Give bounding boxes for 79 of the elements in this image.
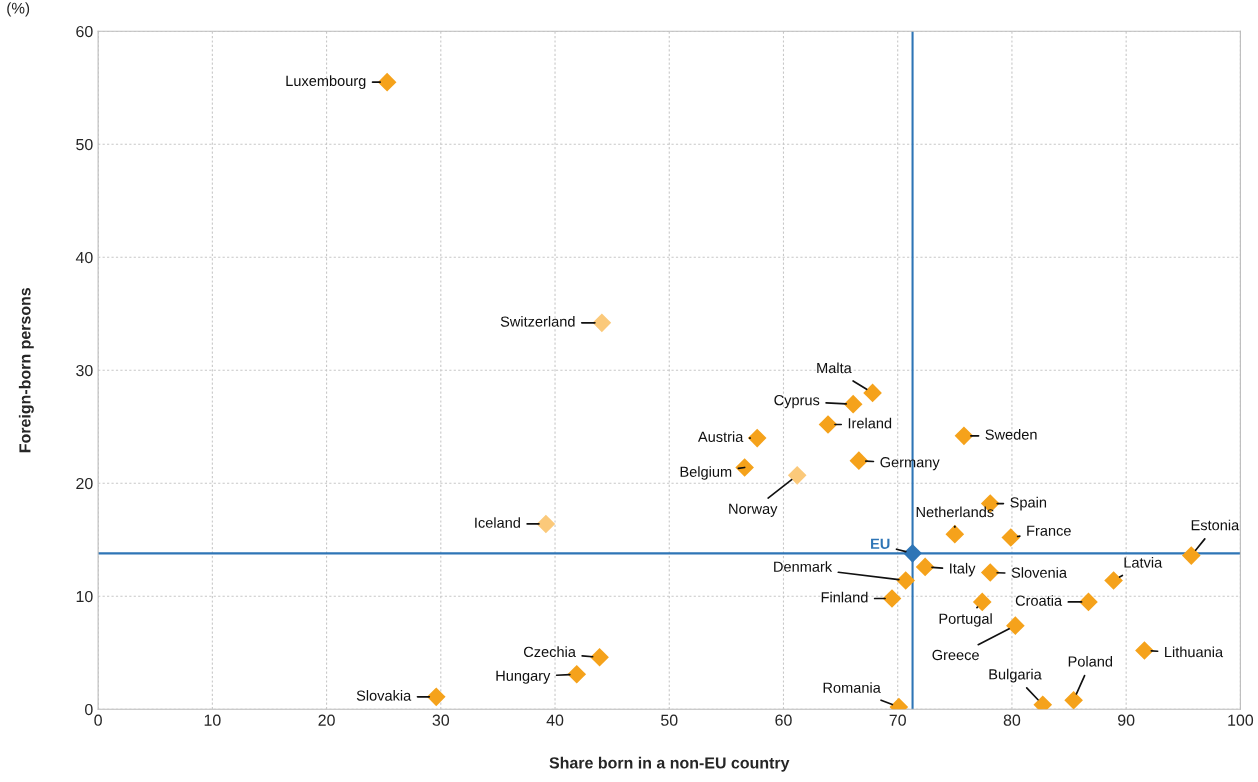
point	[1079, 592, 1098, 612]
annotation: Hungary	[496, 670, 551, 684]
annotation: Malta	[817, 362, 852, 374]
point	[980, 563, 1000, 582]
point	[1001, 528, 1021, 547]
x-tick-label: 20	[318, 714, 335, 726]
annotation: Norway	[729, 503, 778, 517]
point	[426, 687, 446, 707]
x-tick-label: 50	[661, 714, 678, 726]
y-tick-label: 60	[76, 25, 93, 38]
x-tick-label: 100	[1228, 714, 1254, 726]
x-tick-label: 60	[775, 714, 792, 726]
point	[882, 589, 902, 608]
y-tick-label: 10	[76, 590, 93, 603]
point	[592, 313, 612, 333]
point	[972, 592, 992, 612]
point	[863, 383, 882, 403]
annotation: Greece	[932, 649, 979, 661]
annotation: Poland	[1068, 655, 1113, 667]
annotation: Cyprus	[774, 394, 820, 409]
x-tick-label: 30	[432, 714, 450, 726]
point	[915, 557, 935, 577]
annotation: Latvia	[1124, 556, 1163, 568]
x-axis-title: Share born in a non-EU country	[549, 756, 790, 772]
point	[954, 426, 974, 446]
y-tick-label: 40	[75, 251, 93, 264]
annotation: Denmark	[774, 561, 833, 572]
x-tick-label: 70	[889, 714, 906, 726]
annotation: Slovenia	[1011, 567, 1068, 578]
point	[1104, 571, 1123, 590]
annotation: Romania	[823, 682, 881, 693]
annotation: France	[1027, 525, 1071, 536]
x-tick-label: 90	[1118, 714, 1135, 726]
point	[747, 428, 767, 448]
y-tick-label: 50	[76, 138, 93, 151]
annotation: Lithuania	[1165, 646, 1224, 658]
x-tick-label: 40	[546, 714, 564, 726]
annotation: Finland	[821, 591, 868, 603]
annotation: Italy	[950, 562, 976, 577]
point	[818, 415, 838, 434]
y-axis-title: Foreign-born persons	[18, 287, 34, 453]
annotation: Bulgaria	[989, 668, 1042, 683]
point	[590, 647, 609, 667]
y-tick-label: 0	[85, 703, 93, 716]
annotation: Switzerland	[500, 316, 575, 327]
annotation: Spain	[1010, 496, 1047, 511]
point	[1135, 641, 1154, 660]
annotation: Luxembourg	[286, 75, 366, 89]
annotation: Portugal	[939, 613, 992, 627]
x-tick-label: 10	[204, 714, 221, 726]
point	[1006, 616, 1025, 635]
annotation: Sweden	[985, 429, 1037, 440]
x-tick-label: 80	[1003, 714, 1021, 726]
point	[849, 451, 869, 470]
text: (%)	[7, 2, 30, 17]
annotation: Netherlands	[916, 506, 994, 518]
annotation: Iceland	[475, 517, 520, 528]
point	[945, 524, 965, 544]
annotation: EU	[871, 538, 890, 549]
point	[536, 514, 556, 534]
point	[1064, 690, 1083, 710]
point	[843, 394, 863, 414]
annotation: Austria	[697, 431, 744, 442]
annotation: Ireland	[848, 417, 892, 429]
point	[567, 664, 587, 684]
y-tick-label: 30	[76, 364, 93, 377]
point	[377, 72, 397, 92]
annotation: Czechia	[523, 646, 576, 658]
point	[1181, 546, 1201, 565]
annotation: Slovakia	[356, 690, 412, 701]
annotation: Croatia	[1015, 595, 1063, 606]
y-tick-label: 20	[76, 477, 93, 490]
point	[896, 571, 916, 590]
x-tick-label: 0	[94, 714, 102, 726]
point	[787, 466, 807, 485]
point	[735, 458, 754, 477]
annotation: Belgium	[680, 466, 732, 480]
point	[903, 544, 922, 563]
annotation: Estonia	[1191, 519, 1240, 531]
